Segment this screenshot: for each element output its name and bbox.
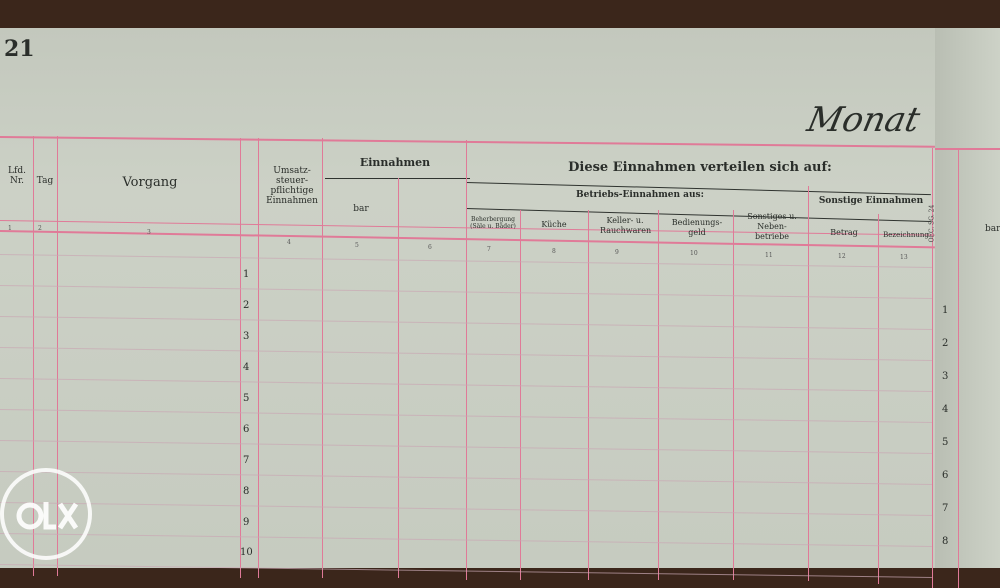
header-kueche: Küche (541, 220, 567, 229)
header-einnahmen: Einnahmen (359, 156, 431, 169)
column-number: 13 (900, 254, 908, 261)
col-rule (878, 214, 879, 584)
col-rule (398, 178, 399, 578)
header-umsatz: Umsatz-steuer-pflichtige Einnahmen (266, 166, 318, 206)
header-right-bar: bar (985, 224, 1000, 234)
row-number: 7 (243, 455, 250, 466)
col-rule (240, 138, 241, 578)
col-rule (57, 136, 58, 576)
top-rule (0, 136, 935, 148)
right-page (935, 28, 1000, 568)
column-number: 8 (552, 248, 556, 255)
row-number: 2 (942, 338, 949, 349)
col-rule (932, 148, 933, 588)
row-number: 10 (240, 547, 253, 558)
column-number: 11 (765, 252, 773, 259)
row-number: 7 (942, 503, 949, 514)
column-number: 2 (38, 225, 42, 232)
col-rule (322, 138, 323, 578)
col-rule (466, 140, 467, 580)
row-number: 8 (942, 536, 949, 547)
header-keller: Keller- u. Rauchwaren (600, 216, 652, 235)
month-label: Monat (803, 100, 924, 140)
row-number: 4 (942, 404, 949, 415)
column-number: 12 (838, 253, 846, 260)
column-number: 5 (355, 242, 359, 249)
header-bedienung: Bedienungs-geld (671, 218, 723, 237)
col-rule (520, 210, 521, 580)
einnahmen-rule (325, 178, 470, 179)
col-rule (808, 186, 809, 581)
row-number: 3 (942, 371, 949, 382)
header-sonstiges: Sonstiges u. Neben-betriebe (747, 212, 797, 241)
col-rule (258, 138, 259, 578)
row-number: 9 (243, 517, 250, 528)
column-number: 9 (615, 249, 619, 256)
row-number: 4 (243, 362, 250, 373)
col-rule (733, 210, 734, 580)
column-number: 6 (428, 244, 432, 251)
column-number: 10 (690, 250, 698, 257)
row-number: 8 (243, 486, 250, 497)
column-number: 4 (287, 239, 291, 246)
row-number: 6 (243, 424, 250, 435)
header-verteilen: Diese Einnahmen verteilen sich auf: (568, 160, 832, 175)
col-rule (588, 210, 589, 580)
row-number: 3 (243, 331, 250, 342)
col-rule (33, 136, 34, 576)
row-number: 5 (243, 393, 250, 404)
top-rule-right (935, 148, 1000, 150)
row-number: 6 (942, 470, 949, 481)
header-sonstige-einnahmen: Sonstige Einnahmen (818, 196, 924, 206)
header-beherbergung: Beherbergung (Säle u. Bäder) (470, 216, 516, 230)
col-rule (958, 148, 959, 588)
header-betrag: Betrag (830, 228, 858, 237)
header-lfd-nr: Lfd. Nr. (8, 166, 26, 186)
header-tag: Tag (36, 176, 54, 186)
row-number: 1 (243, 269, 250, 280)
olx-watermark-logo (0, 468, 92, 560)
column-number: 1 (8, 225, 12, 232)
header-betriebs: Betriebs-Einnahmen aus: (576, 190, 704, 200)
row-number: 1 (942, 305, 949, 316)
header-bar: bar (353, 204, 369, 214)
row-number: 5 (942, 437, 949, 448)
column-number: 7 (487, 246, 491, 253)
page-number: 21 (4, 36, 35, 62)
column-number: 3 (147, 229, 151, 236)
header-vorgang: Vorgang (122, 175, 178, 190)
col-rule (658, 210, 659, 580)
ledger-page: 21 Monat Lfd. Nr. Tag Vorgang Umsatz-ste… (0, 28, 1000, 588)
olx-logo-icon (16, 502, 79, 530)
header-bezeichnung: Bezeichnung (883, 231, 929, 239)
form-code: OEC. SG. 24 (928, 204, 936, 243)
row-number: 2 (243, 300, 250, 311)
